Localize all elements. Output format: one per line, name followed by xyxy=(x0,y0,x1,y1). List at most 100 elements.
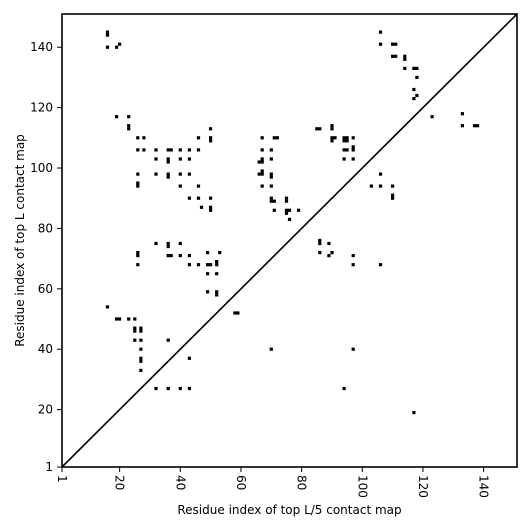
contact-point xyxy=(154,148,157,151)
contact-point xyxy=(197,197,200,200)
contact-point xyxy=(273,200,276,203)
y-tick-label: 40 xyxy=(38,342,53,356)
contact-point xyxy=(136,148,139,151)
contact-point xyxy=(209,127,212,130)
contact-point xyxy=(188,197,191,200)
contact-point xyxy=(206,263,209,266)
contact-point xyxy=(139,339,142,342)
contact-point xyxy=(215,290,218,293)
contact-point xyxy=(318,251,321,254)
contact-point xyxy=(139,348,142,351)
contact-point xyxy=(115,115,118,118)
contact-point xyxy=(179,387,182,390)
contact-point xyxy=(297,209,300,212)
contact-point xyxy=(412,411,415,414)
contact-point xyxy=(318,127,321,130)
contact-point xyxy=(288,218,291,221)
contact-point xyxy=(261,185,264,188)
contact-point xyxy=(154,242,157,245)
contact-point xyxy=(106,46,109,49)
contact-point xyxy=(330,251,333,254)
contact-point xyxy=(136,182,139,185)
contact-point xyxy=(343,387,346,390)
y-axis-label: Residue index of top L contact map xyxy=(13,134,27,347)
diagonal-line xyxy=(62,14,517,467)
contact-point xyxy=(352,157,355,160)
x-axis-label: Residue index of top L/5 contact map xyxy=(177,503,401,517)
contact-point xyxy=(188,387,191,390)
contact-point xyxy=(197,136,200,139)
contact-point xyxy=(167,387,170,390)
contact-point xyxy=(167,157,170,160)
contact-point xyxy=(179,185,182,188)
contact-point xyxy=(343,139,346,142)
contact-point xyxy=(318,242,321,245)
contact-point xyxy=(197,263,200,266)
contact-point xyxy=(461,124,464,127)
y-tick-label: 120 xyxy=(30,101,53,115)
contact-point xyxy=(139,360,142,363)
contact-point xyxy=(391,55,394,58)
contact-point xyxy=(179,242,182,245)
contact-point xyxy=(258,173,261,176)
contact-point xyxy=(188,254,191,257)
contact-point xyxy=(261,157,264,160)
contact-point xyxy=(270,185,273,188)
y-tick-label: 20 xyxy=(38,403,53,417)
contact-point xyxy=(415,67,418,70)
contact-point xyxy=(391,43,394,46)
contact-point xyxy=(167,176,170,179)
x-tick-label: 140 xyxy=(477,475,491,498)
contact-point xyxy=(330,136,333,139)
contact-point xyxy=(136,173,139,176)
contact-point xyxy=(115,46,118,49)
contact-point xyxy=(167,339,170,342)
contact-point xyxy=(285,200,288,203)
contact-point xyxy=(270,148,273,151)
contact-point xyxy=(142,148,145,151)
contact-point xyxy=(270,200,273,203)
contact-point xyxy=(412,88,415,91)
contact-point xyxy=(218,251,221,254)
contact-point xyxy=(370,185,373,188)
contact-point xyxy=(215,260,218,263)
contact-point xyxy=(346,136,349,139)
contact-point xyxy=(261,136,264,139)
contact-point xyxy=(261,169,264,172)
contact-point xyxy=(352,148,355,151)
contact-point xyxy=(106,34,109,37)
contact-point xyxy=(215,272,218,275)
contact-point xyxy=(133,330,136,333)
contact-point xyxy=(261,148,264,151)
contact-point xyxy=(330,139,333,142)
x-tick-label: 80 xyxy=(295,475,309,490)
y-tick-label: 1 xyxy=(45,460,53,474)
contact-point xyxy=(167,242,170,245)
y-tick-label: 60 xyxy=(38,282,53,296)
contact-point xyxy=(118,43,121,46)
contact-point xyxy=(352,254,355,257)
contact-point xyxy=(346,148,349,151)
contact-point xyxy=(403,58,406,61)
contact-point xyxy=(167,148,170,151)
contact-point xyxy=(215,293,218,296)
contact-point xyxy=(270,176,273,179)
contact-point xyxy=(261,173,264,176)
contact-point xyxy=(327,254,330,257)
contact-point xyxy=(270,348,273,351)
contact-point xyxy=(142,136,145,139)
contact-point xyxy=(139,357,142,360)
contact-point xyxy=(258,160,261,163)
contact-point xyxy=(167,173,170,176)
contact-point xyxy=(273,136,276,139)
contact-point xyxy=(170,254,173,257)
contact-point xyxy=(179,254,182,257)
x-tick-label: 20 xyxy=(113,475,127,490)
contact-point xyxy=(167,254,170,257)
contact-point xyxy=(133,327,136,330)
y-tick-label: 140 xyxy=(30,40,53,54)
contact-point xyxy=(209,197,212,200)
contact-point xyxy=(236,311,239,314)
